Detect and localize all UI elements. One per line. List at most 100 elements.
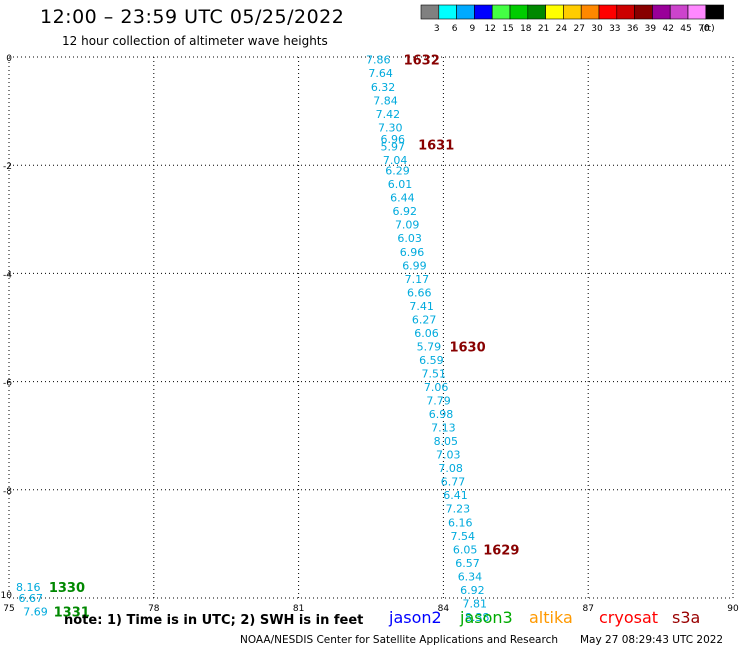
legend-label: 33 (609, 24, 620, 34)
legend-swatch (545, 4, 564, 20)
wave-height-value: 6.06 (414, 327, 439, 340)
wave-height-value: 7.03 (436, 449, 461, 462)
satellite-s3a: s3a (672, 608, 701, 627)
wave-height-value: 6.03 (397, 232, 422, 245)
legend-label: 39 (645, 24, 657, 34)
wave-height-value: 7.86 (366, 54, 391, 67)
wave-height-value: 6.01 (388, 178, 413, 191)
x-tick-label: 78 (148, 604, 160, 614)
y-tick-label: -2 (3, 162, 12, 172)
legend-swatch (438, 4, 457, 20)
y-tick-label: -4 (3, 270, 12, 280)
legend-label: 24 (556, 24, 568, 34)
legend-label: 36 (627, 24, 639, 34)
wave-height-value: 6.92 (393, 205, 418, 218)
wave-height-value: 7.41 (409, 300, 434, 313)
wave-height-value: 7.09 (395, 219, 420, 232)
color-legend: 3 6 9 12 15 18 21 24 27 30 33 36 39 42 45 70(ft) (420, 4, 724, 34)
legend-unit: (ft) (701, 24, 715, 34)
y-tick-label: -8 (3, 487, 12, 497)
wave-height-value: 6.67 (18, 592, 43, 605)
legend-swatch (456, 4, 475, 20)
x-tick-label: 87 (582, 604, 593, 614)
wave-height-value: 5.79 (417, 340, 442, 353)
pass-time-label: 1331 (54, 606, 90, 621)
legend-swatch (420, 4, 440, 20)
wave-height-points: 7.867.646.327.847.427.306.965.977.046.29… (16, 54, 489, 624)
wave-height-value: 5.97 (380, 140, 405, 153)
wave-height-value: 7.04 (383, 154, 408, 167)
legend-label: 6 (452, 24, 458, 34)
pass-time-label: 1629 (483, 543, 519, 558)
wave-height-value: 7.42 (376, 108, 401, 121)
wave-height-value: 7.81 (463, 597, 488, 610)
wave-height-value: 6.44 (390, 192, 415, 205)
legend-swatch (527, 4, 546, 20)
chart-subtitle: 12 hour collection of altimeter wave hei… (62, 34, 328, 48)
legend-label: 9 (470, 24, 476, 34)
wave-height-value: 6.41 (443, 489, 468, 502)
y-tick-label: -6 (3, 379, 12, 389)
wave-height-value: 7.79 (426, 395, 451, 408)
legend-label: 45 (680, 24, 691, 34)
footer-credit: NOAA/NESDIS Center for Satellite Applica… (240, 634, 558, 646)
satellite-cryosat: cryosat (599, 608, 659, 627)
legend-swatch (616, 4, 635, 20)
footer-timestamp: May 27 08:29:43 UTC 2022 (580, 634, 724, 646)
legend-swatch (598, 4, 618, 20)
legend-swatch (563, 4, 582, 20)
wave-height-value: 6.96 (400, 246, 425, 259)
legend-swatch (687, 4, 707, 20)
wave-height-value: 6.32 (371, 81, 396, 94)
wave-height-value: 8.05 (434, 435, 459, 448)
wave-height-value: 6.27 (412, 313, 437, 326)
wave-height-value: 7.54 (450, 530, 475, 543)
plot-frame (8, 56, 734, 599)
legend-label: 27 (573, 24, 584, 34)
legend-label: 18 (520, 24, 532, 34)
wave-height-value: 6.98 (429, 408, 454, 421)
plot-grid (8, 56, 734, 599)
x-tick-label: 84 (438, 604, 450, 614)
legend-swatch (634, 4, 653, 20)
x-tick-label: 81 (293, 604, 304, 614)
wave-height-value: 7.84 (373, 94, 398, 107)
satellite-jason2: jason2 (389, 608, 442, 627)
wave-height-value: 7.64 (368, 67, 393, 80)
wave-height-value: 7.69 (23, 606, 48, 619)
legend-swatch (705, 4, 724, 20)
wave-height-value: 6.77 (441, 476, 466, 489)
legend-label: 70 (698, 24, 710, 34)
wave-height-value: 6.92 (460, 584, 485, 597)
x-tick-label: 90 (727, 604, 739, 614)
pass-time-label: 1630 (449, 340, 485, 355)
wave-height-value: 7.17 (405, 273, 430, 286)
legend-label: 12 (484, 24, 495, 34)
wave-height-value: 6.96 (380, 133, 405, 146)
wave-height-value: 6.34 (458, 570, 483, 583)
legend-label: 30 (591, 24, 603, 34)
legend-swatch (491, 4, 511, 20)
chart-title: 12:00 – 23:59 UTC 05/25/2022 (40, 6, 345, 28)
wave-height-value: 6.59 (419, 354, 444, 367)
legend-label: 42 (662, 24, 673, 34)
wave-height-value: 6.57 (455, 557, 480, 570)
y-tick-label: -10 (0, 591, 12, 601)
legend-swatch (474, 4, 493, 20)
legend-swatch (509, 4, 529, 20)
legend-label: 3 (434, 24, 440, 34)
wave-height-value: 7.23 (446, 503, 471, 516)
wave-height-value: 8.16 (16, 581, 41, 594)
time-labels: 1632 1631 1630 1629 1330 1331 (49, 54, 520, 621)
wave-height-value: 6.05 (453, 543, 478, 556)
wave-height-value: 6.99 (402, 259, 427, 272)
legend-label: 15 (502, 24, 513, 34)
wave-height-value: 8.38 (465, 611, 490, 624)
x-tick-label: 75 (3, 604, 14, 614)
wave-height-value: 6.16 (448, 516, 473, 529)
y-tick-label: 0 (6, 54, 12, 64)
footer-note: note: 1) Time is in UTC; 2) SWH is in fe… (64, 613, 364, 628)
pass-time-label: 1330 (49, 581, 85, 596)
